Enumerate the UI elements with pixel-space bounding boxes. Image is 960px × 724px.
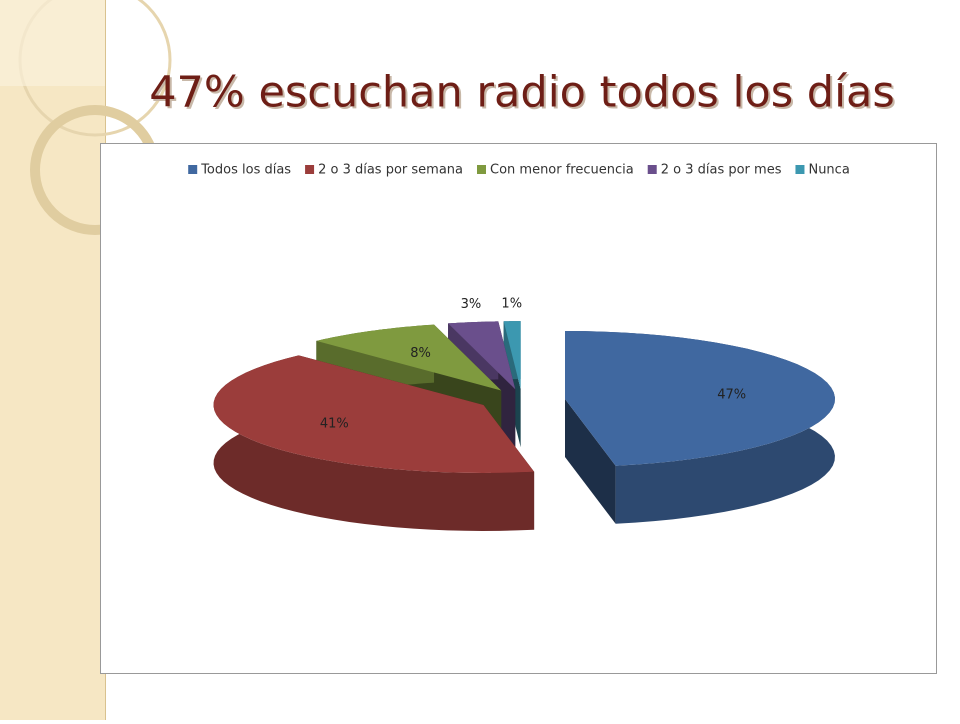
legend-label: Todos los días (200, 163, 291, 178)
title-shadow: 47% escuchan radio todos los días (151, 70, 897, 120)
side-panel (0, 0, 105, 720)
legend-label: Nunca (808, 163, 849, 178)
legend-swatch (477, 165, 486, 174)
legend-swatch (188, 165, 198, 174)
pie-slice (316, 324, 502, 391)
legend-swatch (305, 165, 315, 174)
data-label: 3% (461, 297, 482, 312)
chart-title: 47% escuchan radio todos los días (149, 68, 895, 118)
legend-label: Con menor frecuencia (490, 163, 634, 178)
data-label: 1% (501, 296, 522, 311)
pie-slice (213, 355, 535, 473)
legend-label: 2 o 3 días por semana (318, 163, 463, 178)
decor-block (0, 0, 105, 86)
pie-slice (503, 321, 521, 390)
data-label: 41% (320, 417, 349, 432)
legend-swatch (795, 165, 805, 174)
pie-slice (448, 321, 516, 390)
data-label: 47% (717, 388, 746, 403)
legend-swatch (647, 165, 657, 174)
slice-side (565, 398, 616, 524)
data-label: 8% (410, 346, 431, 361)
pie: 47% 41% 8% 3% 1% (213, 296, 835, 531)
legend: Todos los días 2 o 3 días por semana Con m… (188, 163, 850, 178)
pie-slice (565, 330, 835, 466)
legend-label: 2 o 3 días por mes (661, 163, 782, 178)
